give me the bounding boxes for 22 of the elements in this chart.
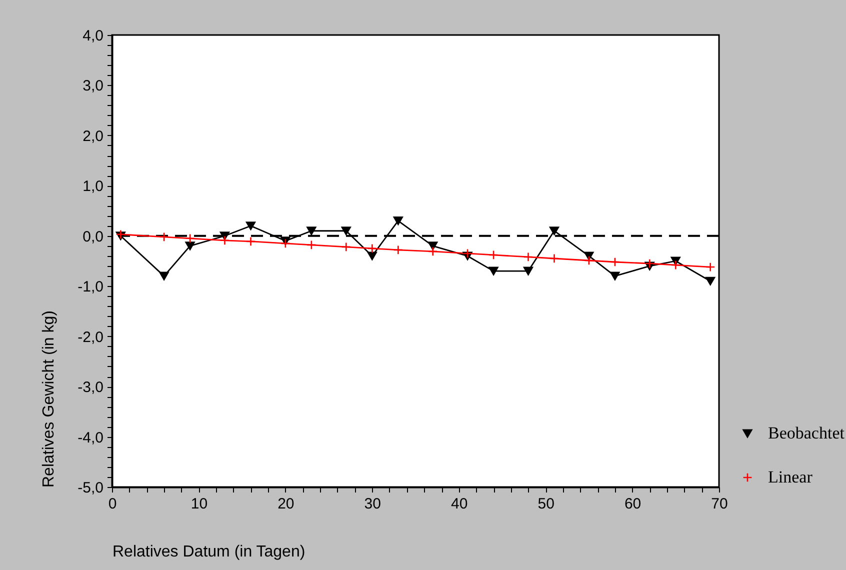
y-tick-label: 2,0 [82,128,104,145]
x-tick-label: 30 [364,496,381,512]
x-tick-label: 40 [451,496,468,512]
y-tick-label: 4,0 [82,28,104,44]
x-tick-label: 70 [711,496,728,512]
y-tick-label: 3,0 [82,78,104,95]
x-tick-label: 50 [538,496,554,512]
y-axis-title: Relatives Gewicht (in kg) [40,310,58,488]
y-tick-label: 0,0 [82,228,104,246]
x-tick-label: 10 [190,496,208,512]
x-tick-label: 0 [108,496,117,512]
y-tick-label: 1,0 [82,178,104,196]
x-tick-label: 60 [624,496,642,512]
legend-label: Linear [768,468,813,486]
y-tick-label: -5,0 [78,480,104,496]
x-axis-title: Relatives Datum (in Tagen) [112,544,306,560]
y-tick-label: -4,0 [78,429,104,446]
y-tick-label: -2,0 [78,328,104,346]
y-tick-label: -1,0 [78,278,104,296]
x-tick-label: 20 [278,496,294,512]
legend-label: Beobachtet [768,424,845,442]
y-tick-label: -3,0 [78,379,104,396]
